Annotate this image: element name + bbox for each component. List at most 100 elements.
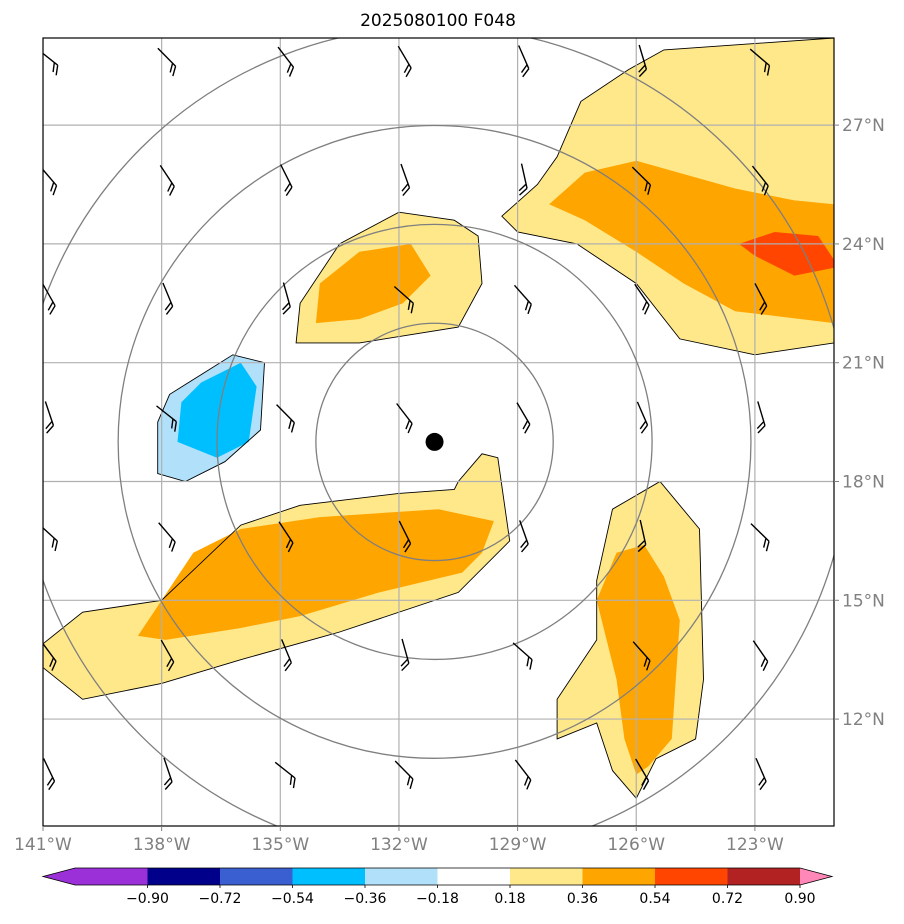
wind-barb — [513, 284, 532, 315]
colorbar-label: −0.54 — [271, 891, 314, 907]
x-tick-label: 132°W — [370, 835, 428, 855]
colorbar-segment — [510, 868, 583, 885]
colorbar: −0.90 −0.72 −0.54 −0.36 −0.18 0.18 0.36 0.54 0.7… — [41, 867, 834, 907]
wind-barb — [159, 164, 175, 196]
wind-barb — [514, 759, 532, 790]
wind-barb — [158, 522, 176, 552]
colorbar-label: 0.18 — [494, 891, 525, 907]
wind-barb — [394, 760, 414, 790]
wind-barb — [276, 404, 295, 433]
wind-barb — [512, 642, 533, 670]
range-rings — [43, 38, 834, 826]
colorbar-segment — [292, 868, 365, 885]
colorbar-segment — [220, 868, 293, 885]
contour-fill-5 — [549, 160, 834, 324]
wind-barb — [635, 758, 650, 790]
wind-barb — [160, 639, 175, 672]
wind-barb — [43, 758, 56, 791]
contour-fill-1 — [137, 509, 494, 640]
y-tick-label: 27°N — [842, 116, 885, 136]
x-tick-label: 141°W — [14, 835, 72, 855]
y-tick-label: 18°N — [842, 472, 885, 492]
contour-line-2 — [295, 211, 483, 344]
map-plot-area — [43, 38, 834, 826]
y-axis-ticks: 27°N 24°N 21°N 18°N 15°N 12°N — [834, 116, 885, 730]
contour-fill-10 — [177, 362, 257, 458]
colorbar-label: −0.72 — [199, 891, 242, 907]
colorbar-label: −0.18 — [416, 891, 459, 907]
wind-barb — [280, 639, 292, 672]
colorbar-label: 0.72 — [712, 891, 743, 907]
colorbar-label: −0.90 — [126, 891, 169, 907]
wind-barb — [751, 165, 769, 196]
contour-line-4 — [501, 38, 834, 356]
wind-barb — [752, 640, 769, 672]
chart-title: 2025080100 F048 — [360, 11, 516, 31]
colorbar-segment — [582, 868, 655, 885]
colorbar-extend-low — [43, 868, 75, 885]
wind-barb — [518, 163, 528, 196]
contour-line-7 — [556, 480, 704, 800]
x-axis-ticks: 141°W 138°W 135°W 132°W 129°W 126°W 123°W — [14, 826, 784, 855]
wind-barb — [516, 402, 531, 434]
range-ring-1 — [216, 223, 653, 661]
colorbar-label: 0.36 — [567, 891, 598, 907]
colorbar-label: 0.54 — [639, 891, 670, 907]
wind-barb — [44, 401, 55, 434]
wind-barb — [163, 757, 173, 790]
wind-barb — [636, 401, 649, 434]
wind-barb — [43, 48, 59, 76]
contour-line-0 — [43, 453, 511, 700]
colorbar-segment — [365, 868, 438, 885]
wind-barb — [749, 48, 771, 76]
wind-barb — [43, 165, 58, 196]
x-tick-label: 126°W — [607, 835, 665, 855]
wind-barb — [281, 282, 291, 315]
wind-barb — [634, 283, 650, 315]
wind-barb — [280, 164, 293, 197]
contour-fill-8 — [596, 544, 680, 775]
wind-barb — [637, 519, 647, 553]
wind-barb — [398, 520, 412, 553]
colorbar-segment — [147, 868, 220, 885]
y-tick-label: 15°N — [842, 591, 885, 611]
wind-barb — [396, 403, 413, 434]
wind-barb — [397, 45, 412, 78]
wind-barb — [631, 166, 652, 195]
wind-barb — [157, 47, 177, 77]
range-ring-2 — [117, 124, 752, 759]
y-tick-label: 24°N — [842, 235, 885, 255]
wind-barb — [756, 401, 766, 434]
contour-fill-3 — [315, 243, 431, 324]
map-frame — [42, 37, 835, 827]
storm-center-marker — [425, 432, 444, 451]
wind-barb — [754, 283, 768, 315]
wind-barb — [277, 46, 295, 77]
wind-barb — [274, 761, 296, 789]
x-tick-label: 123°W — [726, 835, 784, 855]
wind-barb — [278, 521, 294, 553]
contour-line-9 — [157, 354, 265, 482]
wind-barb — [518, 45, 530, 78]
wind-barb — [755, 758, 767, 791]
colorbar-segment — [437, 868, 510, 885]
wind-barb — [632, 641, 651, 671]
wind-barb — [156, 405, 178, 432]
colorbar-segment — [655, 868, 728, 885]
y-tick-label: 12°N — [842, 710, 885, 730]
wind-barb — [162, 282, 174, 315]
wind-barb — [400, 163, 411, 197]
wind-barb — [43, 283, 56, 315]
contour-outlines — [43, 38, 834, 800]
wind-barb — [400, 638, 410, 672]
x-tick-label: 138°W — [133, 835, 191, 855]
x-tick-label: 135°W — [251, 835, 309, 855]
wind-barb — [393, 285, 415, 314]
colorbar-segment — [727, 868, 800, 885]
colorbar-segment — [75, 868, 148, 885]
wind-barb — [43, 523, 59, 552]
range-ring-0 — [315, 322, 554, 562]
wind-barb — [638, 44, 648, 78]
wind-barb — [519, 520, 529, 553]
